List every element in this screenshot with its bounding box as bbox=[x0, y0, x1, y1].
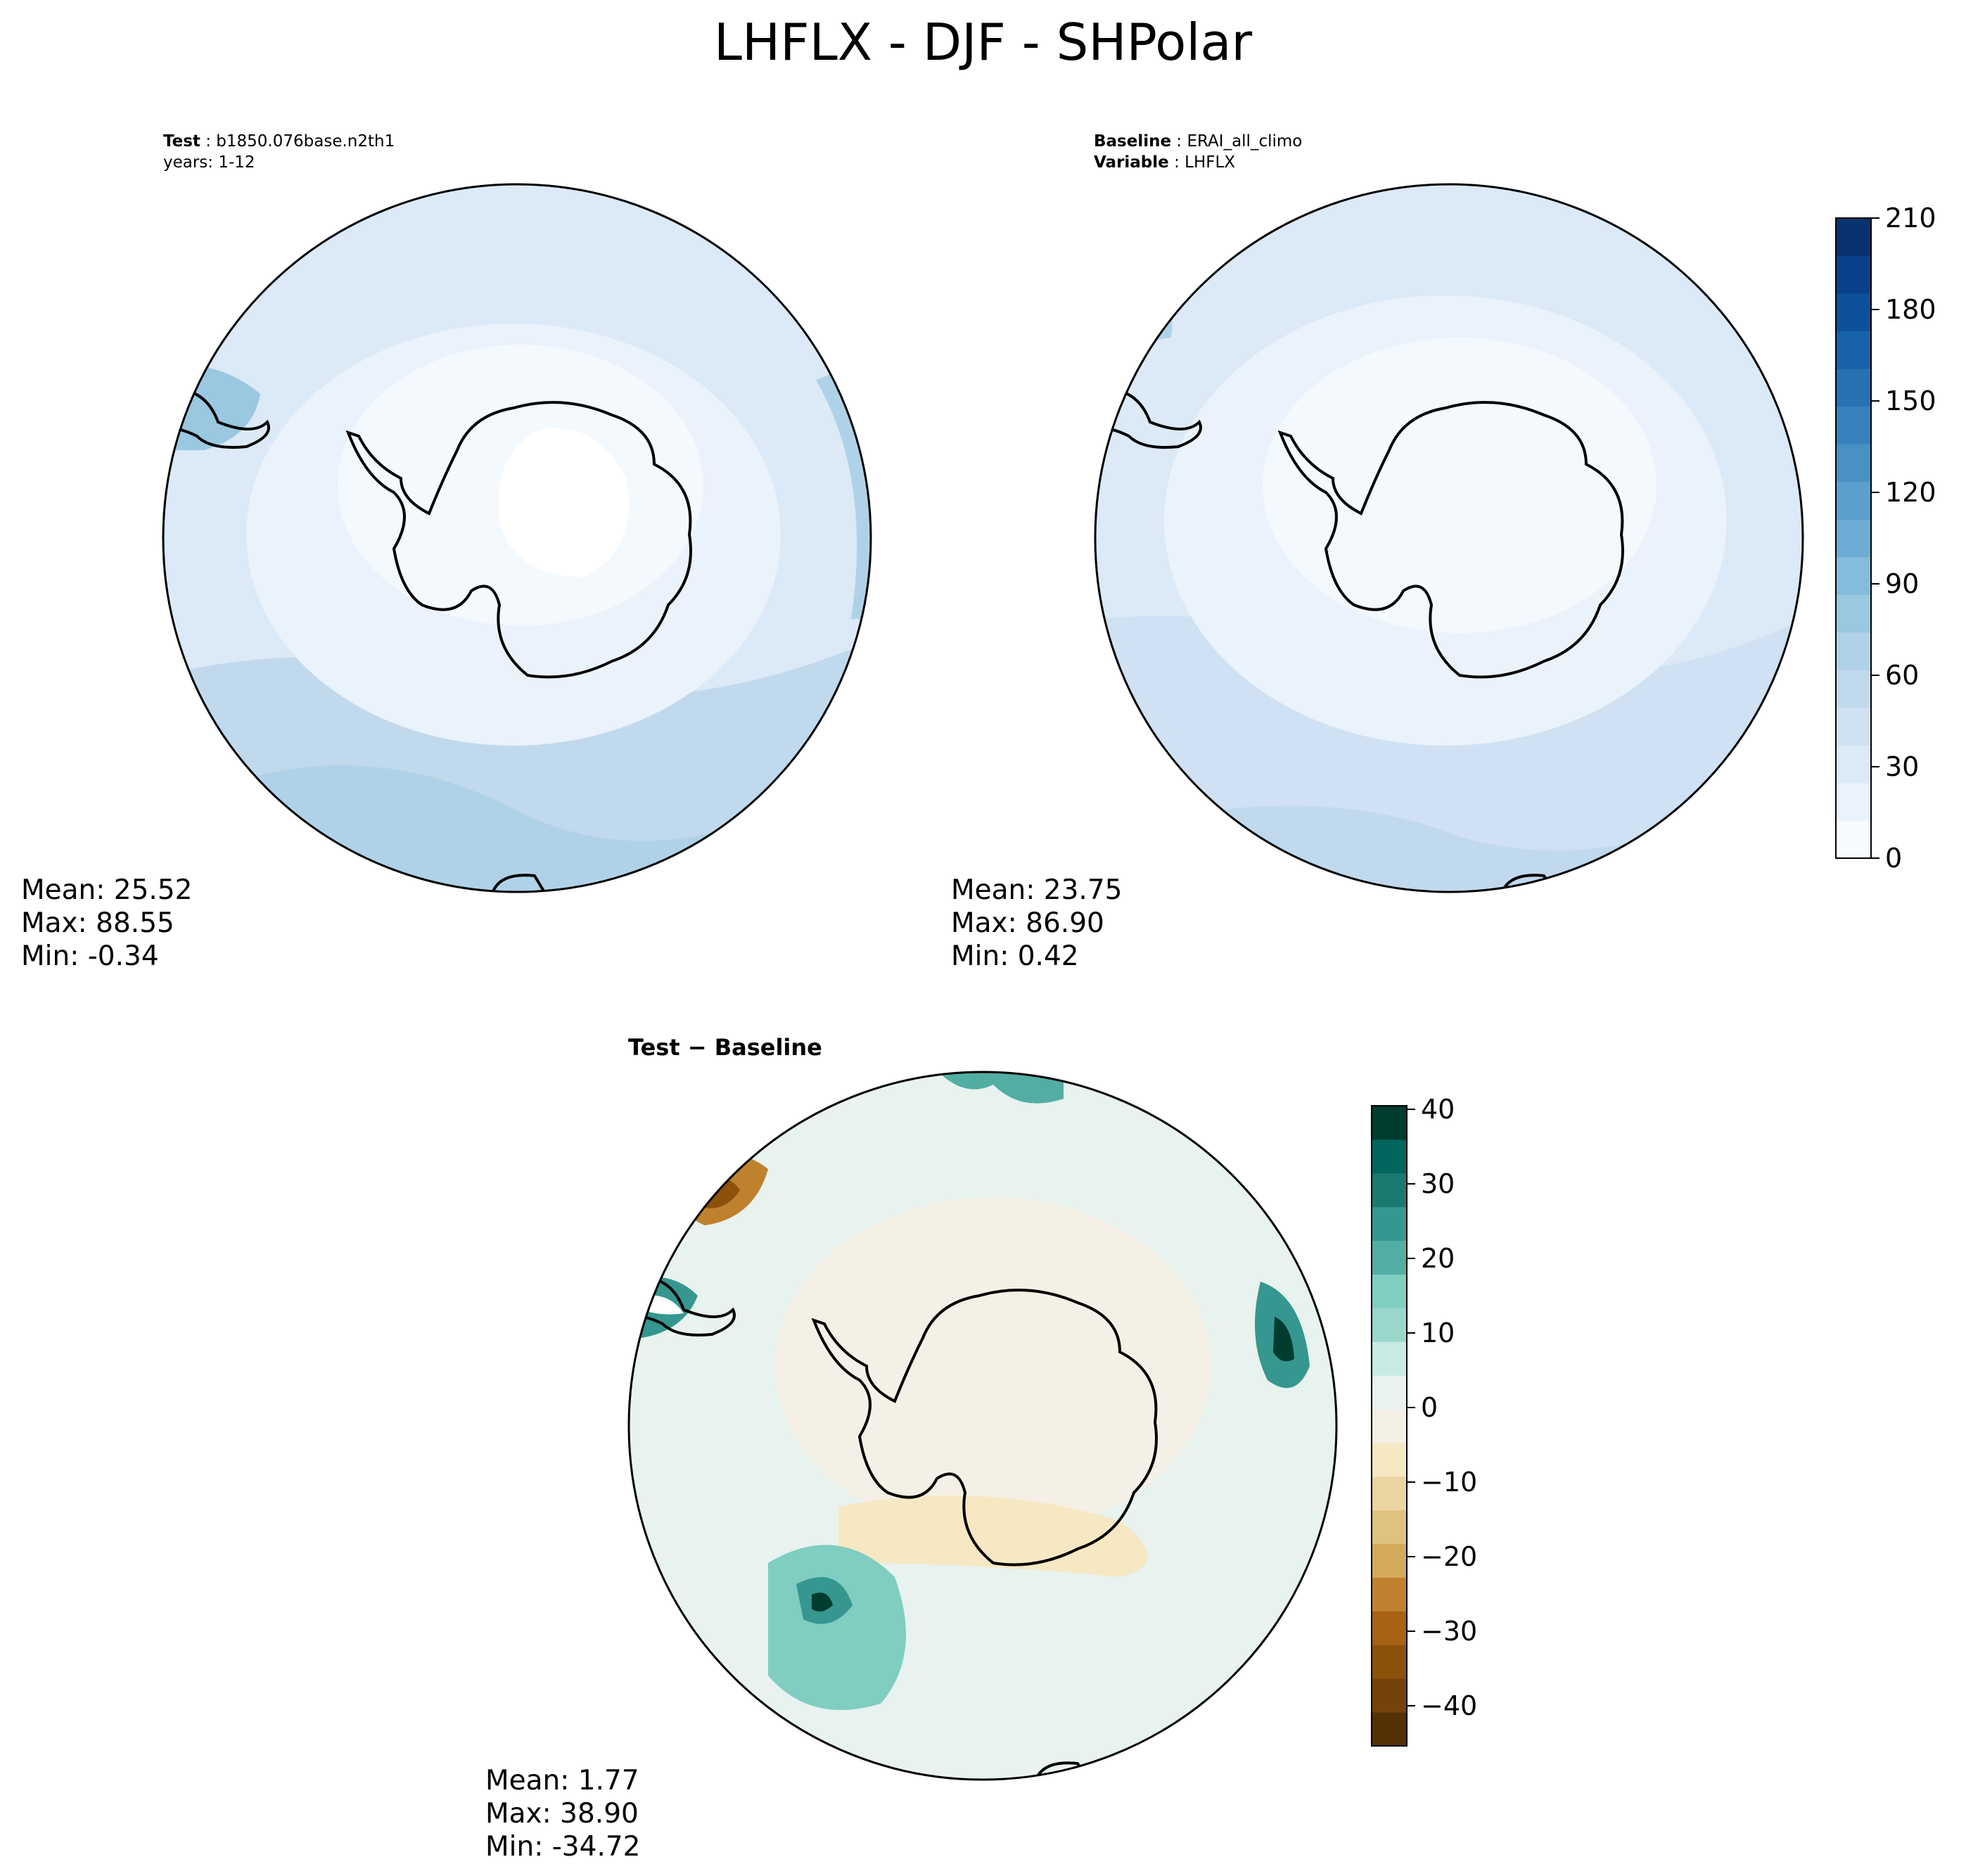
baseline-panel-header: Baseline : ERAI_all_climo Variable : LHF… bbox=[1094, 132, 1303, 172]
main-colorbar-swatch bbox=[1836, 782, 1871, 821]
diff-min: Min: -34.72 bbox=[485, 1831, 641, 1863]
baseline-stats: Mean: 23.75 Max: 86.90 Min: 0.42 bbox=[951, 874, 1122, 973]
test-label-value: b1850.076base.n2th1 bbox=[216, 132, 395, 151]
diff-south-america-coast bbox=[629, 1275, 736, 1336]
baseline-label-value: ERAI_all_climo bbox=[1187, 132, 1303, 151]
diff-colorbar-tick-label: −10 bbox=[1421, 1467, 1477, 1498]
diff-colorbar-swatch bbox=[1372, 1173, 1407, 1208]
diff-colorbar-swatch bbox=[1372, 1712, 1407, 1747]
main-colorbar-swatch bbox=[1836, 406, 1871, 445]
baseline-label-key: Baseline bbox=[1094, 132, 1172, 151]
diff-colorbar-tick-label: 20 bbox=[1421, 1243, 1455, 1274]
diff-stats: Mean: 1.77 Max: 38.90 Min: -34.72 bbox=[485, 1764, 640, 1863]
diff-colorbar-swatch bbox=[1372, 1543, 1407, 1578]
diff-colorbar-tick-label: 10 bbox=[1421, 1317, 1455, 1348]
diff-antarctica-coast bbox=[811, 1289, 1158, 1566]
baseline-map bbox=[1094, 183, 1804, 893]
diff-mean: Mean: 1.77 bbox=[485, 1765, 639, 1797]
test-panel-header: Test : b1850.076base.n2th1 years: 1-12 bbox=[163, 132, 395, 172]
test-field-white-core bbox=[498, 428, 629, 577]
main-colorbar-swatch bbox=[1836, 369, 1871, 407]
test-min: Min: -0.34 bbox=[21, 940, 159, 972]
diff-field-green-north bbox=[937, 1072, 1064, 1104]
main-colorbar-tick-label: 30 bbox=[1885, 751, 1919, 782]
test-island-coast bbox=[491, 874, 547, 892]
main-colorbar-swatch bbox=[1836, 444, 1871, 483]
baseline-antarctica-coast bbox=[1277, 401, 1624, 679]
main-colorbar-swatch bbox=[1836, 632, 1871, 670]
main-colorbar-swatch bbox=[1836, 745, 1871, 784]
test-map bbox=[162, 183, 872, 893]
main-colorbar-swatch bbox=[1836, 556, 1871, 595]
diff-colorbar-swatch bbox=[1372, 1611, 1407, 1645]
diff-colorbar-swatch bbox=[1372, 1206, 1407, 1242]
diff-colorbar-swatch bbox=[1372, 1442, 1407, 1477]
main-colorbar-swatch bbox=[1836, 707, 1871, 746]
diff-map bbox=[627, 1071, 1338, 1781]
main-colorbar-swatch bbox=[1836, 293, 1871, 332]
test-max: Max: 88.55 bbox=[21, 907, 174, 939]
diff-field-tan-band bbox=[838, 1495, 1148, 1577]
diff-colorbar-swatch bbox=[1372, 1476, 1407, 1511]
diff-field-green-east-core bbox=[1273, 1317, 1294, 1362]
test-antarctica-coast bbox=[345, 401, 692, 679]
main-colorbar-swatch bbox=[1836, 670, 1871, 708]
diff-colorbar-swatch bbox=[1372, 1510, 1407, 1545]
main-colorbar-tick-label: 210 bbox=[1885, 203, 1936, 234]
baseline-field-inner bbox=[1263, 338, 1657, 633]
diff-field-green-dark bbox=[812, 1593, 833, 1612]
diff-colorbar-swatch bbox=[1372, 1678, 1407, 1713]
diff-colorbar-outline bbox=[1371, 1105, 1408, 1747]
main-colorbar-swatch bbox=[1836, 594, 1871, 633]
main-colorbar-tick-label: 150 bbox=[1885, 385, 1936, 416]
test-years: years: 1-12 bbox=[163, 153, 255, 172]
main-colorbar-swatch bbox=[1836, 218, 1871, 257]
main-colorbar-tick-label: 90 bbox=[1885, 568, 1919, 599]
diff-colorbar-swatch bbox=[1372, 1106, 1407, 1140]
diff-colorbar-swatch bbox=[1372, 1139, 1407, 1174]
diff-colorbar-tick-label: 30 bbox=[1421, 1168, 1455, 1199]
diff-colorbar-swatch bbox=[1372, 1308, 1407, 1342]
test-label-key: Test bbox=[163, 132, 200, 151]
main-colorbar-swatch bbox=[1836, 519, 1871, 558]
diff-colorbar-swatch bbox=[1372, 1341, 1407, 1376]
variable-label-key: Variable bbox=[1094, 153, 1169, 172]
test-mean: Mean: 25.52 bbox=[21, 874, 193, 906]
main-colorbar-outline bbox=[1835, 217, 1872, 859]
test-stats: Mean: 25.52 Max: 88.55 Min: -0.34 bbox=[21, 874, 192, 973]
baseline-max: Max: 86.90 bbox=[951, 907, 1104, 939]
baseline-south-america-coast bbox=[1095, 388, 1202, 449]
figure-title: LHFLX - DJF - SHPolar bbox=[713, 13, 1253, 72]
diff-colorbar-tick-label: 40 bbox=[1421, 1094, 1455, 1125]
diff-field-continent bbox=[775, 1197, 1211, 1535]
diff-panel-title: Test − Baseline bbox=[628, 1034, 822, 1061]
diff-colorbar-swatch bbox=[1372, 1240, 1407, 1275]
main-colorbar-swatch bbox=[1836, 820, 1871, 859]
diff-colorbar-swatch bbox=[1372, 1375, 1407, 1410]
diff-colorbar-swatch bbox=[1372, 1274, 1407, 1308]
diff-colorbar-tick-label: −30 bbox=[1421, 1616, 1477, 1647]
main-colorbar-tick-label: 180 bbox=[1885, 294, 1936, 325]
main-colorbar: 210 180 150 120 90 60 30 0 bbox=[1835, 203, 1936, 874]
main-colorbar-tick-label: 60 bbox=[1885, 660, 1919, 691]
main-colorbar-swatch bbox=[1836, 481, 1871, 520]
diff-colorbar-tick-label: 0 bbox=[1421, 1392, 1438, 1423]
test-south-america-coast bbox=[163, 388, 270, 449]
main-colorbar-swatch bbox=[1836, 255, 1871, 294]
baseline-min: Min: 0.42 bbox=[951, 940, 1079, 972]
variable-label-value: LHFLX bbox=[1185, 153, 1236, 172]
diff-max: Max: 38.90 bbox=[485, 1798, 639, 1830]
diff-colorbar-tick-label: −20 bbox=[1421, 1541, 1477, 1572]
main-colorbar-tick-label: 120 bbox=[1885, 477, 1936, 508]
main-colorbar-swatch bbox=[1836, 331, 1871, 369]
diff-colorbar-swatch bbox=[1372, 1645, 1407, 1679]
diff-colorbar-swatch bbox=[1372, 1409, 1407, 1443]
main-colorbar-tick-label: 0 bbox=[1885, 843, 1902, 874]
diff-field-green-south bbox=[768, 1545, 906, 1710]
diff-colorbar: 40 30 20 10 0 −10 −20 −30 −40 bbox=[1371, 1094, 1477, 1747]
baseline-mean: Mean: 23.75 bbox=[951, 874, 1123, 906]
diff-colorbar-swatch bbox=[1372, 1577, 1407, 1612]
diff-colorbar-tick-label: −40 bbox=[1421, 1690, 1477, 1721]
